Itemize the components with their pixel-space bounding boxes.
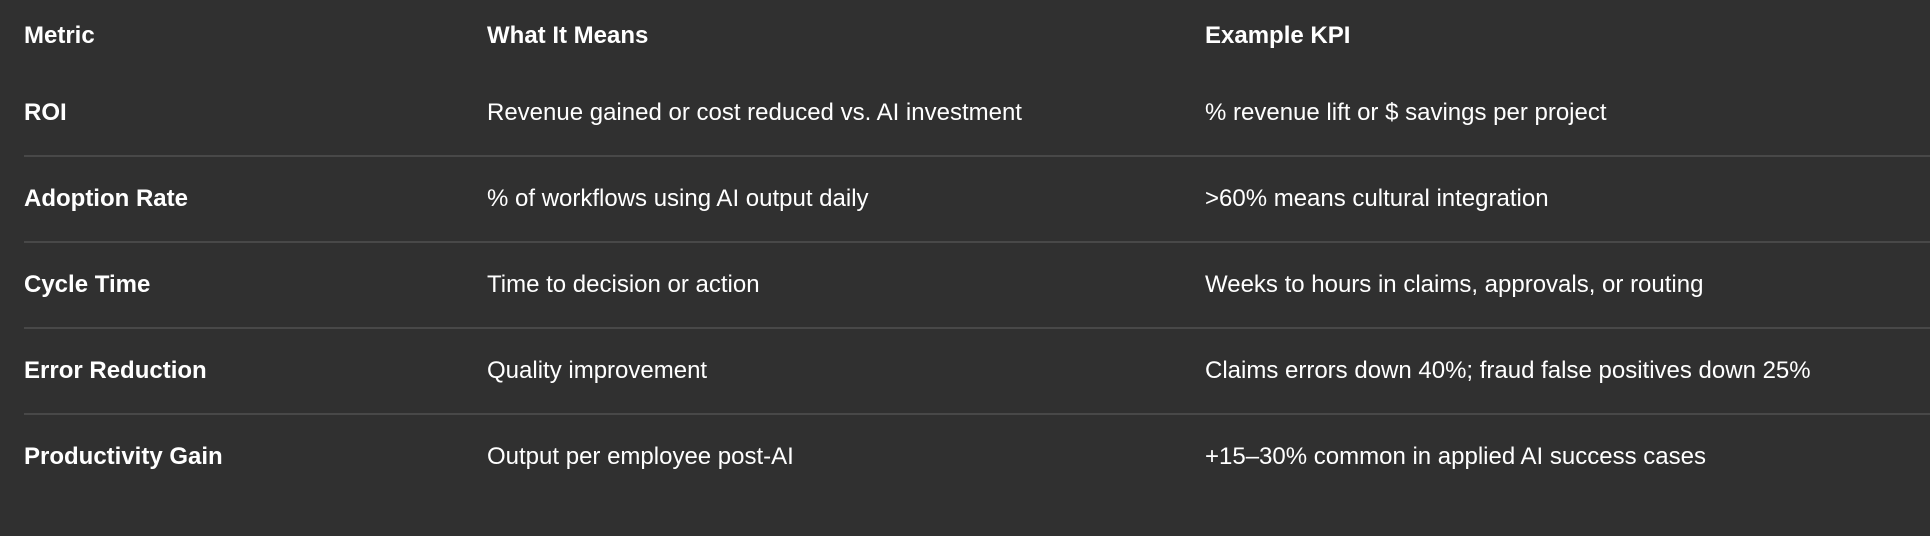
column-header-meaning: What It Means: [487, 21, 649, 49]
cell-meaning: Output per employee post-AI: [487, 443, 794, 470]
cell-kpi: Weeks to hours in claims, approvals, or …: [1205, 271, 1704, 298]
cell-kpi: % revenue lift or $ savings per project: [1205, 99, 1607, 126]
column-header-kpi: Example KPI: [1205, 21, 1351, 49]
table-header-row: Metric What It Means Example KPI: [24, 0, 1930, 71]
cell-metric: ROI: [24, 99, 67, 126]
table-row: Adoption Rate % of workflows using AI ou…: [24, 156, 1930, 242]
cell-metric: Cycle Time: [24, 271, 151, 298]
column-header-metric: Metric: [24, 21, 95, 49]
cell-kpi: Claims errors down 40%; fraud false posi…: [1205, 357, 1811, 384]
cell-kpi: +15–30% common in applied AI success cas…: [1205, 443, 1706, 470]
cell-kpi: >60% means cultural integration: [1205, 185, 1549, 212]
table-row: Cycle Time Time to decision or action We…: [24, 242, 1930, 328]
cell-meaning: Revenue gained or cost reduced vs. AI in…: [487, 99, 1022, 126]
cell-metric: Error Reduction: [24, 357, 207, 384]
cell-metric: Productivity Gain: [24, 443, 223, 470]
table-row: Productivity Gain Output per employee po…: [24, 414, 1930, 499]
table-row: ROI Revenue gained or cost reduced vs. A…: [24, 71, 1930, 156]
cell-meaning: % of workflows using AI output daily: [487, 185, 869, 212]
cell-metric: Adoption Rate: [24, 185, 188, 212]
table-row: Error Reduction Quality improvement Clai…: [24, 328, 1930, 414]
cell-meaning: Quality improvement: [487, 357, 708, 384]
cell-meaning: Time to decision or action: [487, 271, 760, 298]
metrics-table: Metric What It Means Example KPI ROI Rev…: [24, 0, 1930, 499]
